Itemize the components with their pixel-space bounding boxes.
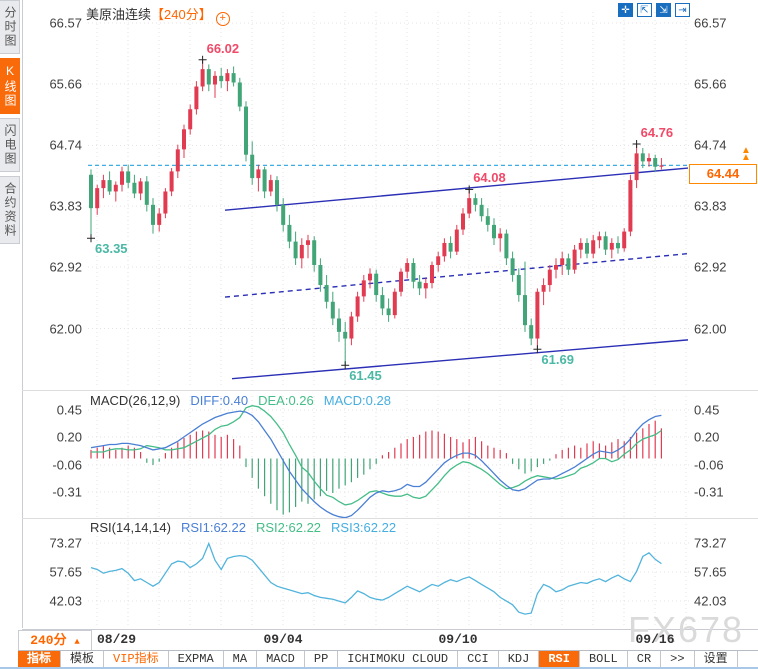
- date-axis-label: 09/10: [438, 632, 478, 647]
- price-extreme-label: 61.69: [541, 352, 574, 368]
- main-y-axis-label: 62.00: [694, 321, 727, 336]
- macd-dea-line: [91, 405, 662, 506]
- macd-diff-value: DIFF:0.40: [190, 393, 249, 408]
- rsi-y-axis-label: 57.65: [49, 564, 82, 580]
- chart-type-sidebar: 分时图 K线图闪电图合约资料: [0, 0, 23, 628]
- rsi3-value: RSI3:62.22: [331, 520, 397, 535]
- axis-row-separator: [22, 629, 758, 630]
- crosshair-icon[interactable]: ✛: [618, 3, 633, 17]
- timeframe-arrow-icon: ▲: [74, 637, 80, 647]
- main-y-axis-label: 65.66: [49, 76, 82, 92]
- trendline[interactable]: [224, 167, 689, 211]
- toolbar-item-[interactable]: 模板: [61, 651, 105, 669]
- rsi1-value: RSI1:62.22: [180, 520, 246, 535]
- toolbar-item-macd[interactable]: MACD: [257, 651, 305, 669]
- main-y-axis-label: 66.57: [49, 15, 82, 31]
- trendline[interactable]: [231, 339, 689, 380]
- timeframe-selector[interactable]: 240分 ▲: [18, 630, 92, 651]
- rsi-y-axis-label: 73.27: [49, 535, 82, 551]
- macd-y-axis-label: 0.45: [694, 402, 720, 418]
- price-extreme-label: 61.45: [349, 368, 382, 384]
- date-axis-label: 08/29: [97, 632, 137, 647]
- timeframe-tag: 【240分】: [151, 7, 212, 22]
- macd-y-axis-label: 0.20: [694, 429, 720, 445]
- macd-y-axis-label: 0.20: [56, 429, 82, 445]
- macd-params-label: MACD(26,12,9): [90, 393, 181, 408]
- toolbar-item-vip[interactable]: VIP指标: [104, 651, 169, 669]
- main-y-axis-label: 63.83: [694, 198, 727, 214]
- main-y-axis-label: 62.92: [49, 259, 82, 275]
- sidebar-tab-item[interactable]: 分时图: [0, 0, 20, 54]
- rsi-y-axis-label: 42.03: [694, 593, 727, 609]
- toolbar-item-[interactable]: 指标: [18, 651, 62, 669]
- macd-dea-value: DEA:0.26: [258, 393, 314, 408]
- macd-indicator-header: MACD(26,12,9) DIFF:0.40 DEA:0.26 MACD:0.28: [90, 393, 401, 408]
- rsi-y-axis-label: 42.03: [49, 593, 82, 609]
- rsi-line: [90, 541, 662, 615]
- main-y-axis-label: 64.74: [49, 137, 82, 153]
- price-extreme-label: 64.08: [473, 170, 506, 186]
- sidebar-tab-active[interactable]: K线图: [0, 58, 20, 114]
- rsi2-value: RSI2:62.22: [255, 520, 322, 535]
- price-extreme-label: 66.02: [206, 40, 240, 56]
- toolbar-item-pp[interactable]: PP: [305, 651, 339, 669]
- toolbar-item-ma[interactable]: MA: [224, 651, 258, 669]
- toolbar-item-boll[interactable]: BOLL: [580, 651, 628, 669]
- sidebar-tab-item[interactable]: 合约资料: [0, 176, 20, 244]
- circle-plus-icon[interactable]: +: [215, 12, 230, 26]
- macd-histogram: [90, 420, 663, 515]
- sidebar-tab-item[interactable]: 闪电图: [0, 118, 20, 172]
- toolbar-item-kdj[interactable]: KDJ: [499, 651, 540, 669]
- date-axis-label: 09/16: [635, 632, 675, 647]
- toolbar-item-[interactable]: 设置: [695, 651, 738, 669]
- price-extreme-label: 63.35: [95, 241, 128, 257]
- main-y-axis-label: 62.92: [694, 259, 727, 275]
- trendline[interactable]: [224, 252, 689, 298]
- candlesticks: [89, 59, 664, 366]
- timeframe-label: 240分: [30, 633, 67, 648]
- macd-macd-value: MACD:0.28: [323, 393, 391, 408]
- chart-title: 美原油连续【240分】 +: [86, 4, 230, 26]
- price-scale-icon[interactable]: ⇲: [656, 3, 671, 17]
- date-axis-label: 09/04: [263, 632, 303, 647]
- main-y-axis-label: 66.57: [694, 15, 727, 31]
- main-y-axis-label: 62.00: [49, 321, 82, 336]
- rsi-y-axis-label: 73.27: [694, 535, 727, 551]
- main-y-axis-label: 63.83: [49, 198, 82, 214]
- panel-separator: [22, 518, 758, 519]
- price-extreme-label: 64.76: [640, 124, 674, 140]
- macd-y-axis-label: -0.06: [52, 457, 82, 473]
- macd-diff-line: [90, 410, 662, 519]
- current-price-tag: 64.44: [689, 164, 757, 184]
- macd-y-axis-label: -0.06: [694, 457, 724, 473]
- rsi-y-axis-label: 57.65: [694, 564, 727, 580]
- rsi-params-label: RSI(14,14,14): [90, 520, 171, 535]
- toolbar-item-rsi[interactable]: RSI: [539, 651, 580, 669]
- macd-y-axis-label: 0.45: [56, 402, 82, 418]
- symbol-name: 美原油连续: [86, 7, 152, 22]
- toolbar-item-cr[interactable]: CR: [628, 651, 662, 669]
- auto-fit-scale-icon[interactable]: ⇱: [637, 3, 652, 17]
- toolbar-item-[interactable]: >>: [661, 651, 695, 669]
- panel-separator: [22, 390, 758, 391]
- price-arrows-icon: ▲ ▲: [741, 145, 751, 163]
- main-y-axis-label: 65.66: [694, 76, 727, 92]
- fx678-watermark: FX678: [628, 609, 745, 650]
- macd-y-axis-label: -0.31: [694, 484, 724, 500]
- chart-tool-icons: ✛ ⇱ ⇲ ⇥: [618, 3, 690, 17]
- macd-y-axis-label: -0.31: [52, 484, 82, 500]
- indicator-toolbar: 指标 模板 VIP指标 EXPMA MA MACD PP ICHIMOKU CLOUD CCI K…: [18, 650, 758, 669]
- window-bottom-edge: [0, 667, 758, 669]
- toolbar-item-ichimokucloud[interactable]: ICHIMOKU CLOUD: [338, 651, 459, 669]
- rsi-indicator-header: RSI(14,14,14) RSI1:62.22 RSI2:62.22 RSI3:62…: [90, 520, 406, 535]
- toolbar-item-expma[interactable]: EXPMA: [169, 651, 224, 669]
- toolbar-item-cci[interactable]: CCI: [458, 651, 499, 669]
- goto-latest-icon[interactable]: ⇥: [675, 3, 690, 17]
- main-y-axis-label: 64.74: [694, 137, 727, 153]
